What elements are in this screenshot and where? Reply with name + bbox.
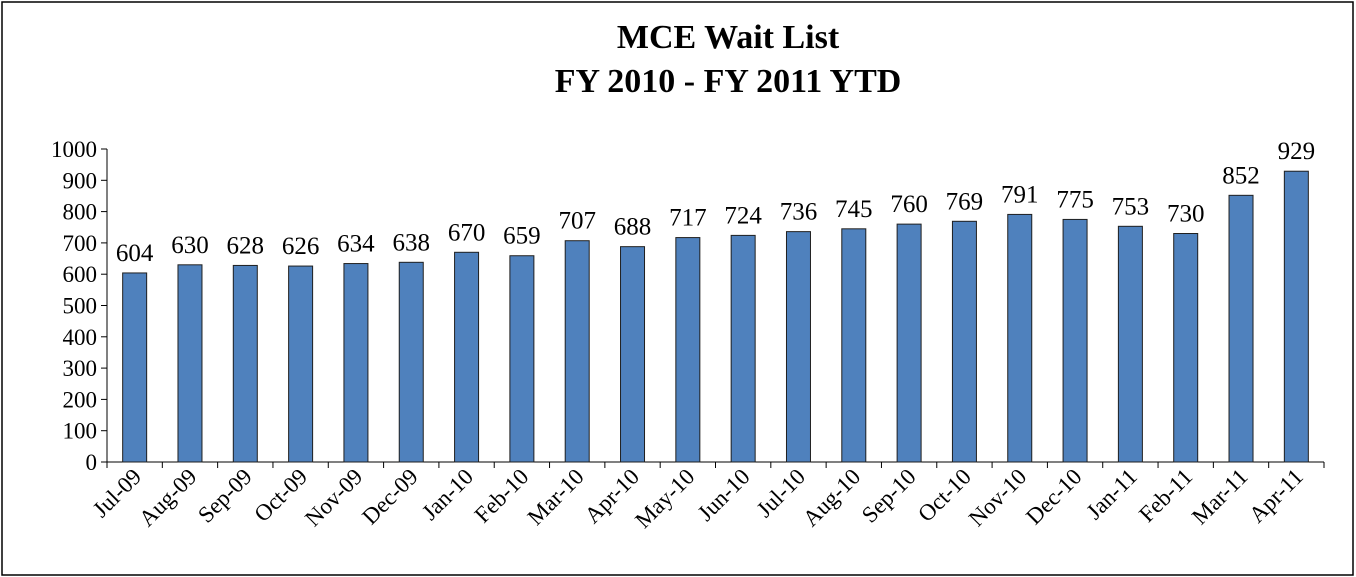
- bar: [785, 231, 811, 463]
- data-label: 659: [503, 223, 541, 250]
- bar: [454, 251, 480, 463]
- data-label: 753: [1112, 193, 1150, 220]
- bar: [951, 220, 977, 463]
- bar: [841, 228, 867, 463]
- bar: [343, 263, 369, 463]
- y-tick-label: 600: [63, 262, 98, 287]
- data-label: 604: [116, 240, 154, 267]
- data-label: 630: [171, 232, 209, 259]
- bar: [1117, 225, 1143, 463]
- bar: [288, 265, 314, 463]
- y-tick-label: 1000: [51, 137, 97, 162]
- data-label: 638: [393, 229, 431, 256]
- y-tick-label: 500: [63, 294, 98, 319]
- bar: [509, 255, 535, 463]
- y-tick-label: 0: [86, 450, 98, 475]
- y-tick-label: 800: [63, 200, 98, 225]
- data-label: 626: [282, 233, 320, 260]
- data-label: 760: [890, 191, 928, 218]
- bar: [1007, 213, 1033, 463]
- y-tick-label: 900: [63, 168, 98, 193]
- bar: [122, 272, 148, 463]
- bar: [1283, 170, 1309, 463]
- bar: [675, 237, 701, 463]
- data-label: 628: [227, 232, 265, 259]
- bar: [398, 261, 424, 463]
- y-tick-label: 300: [63, 356, 98, 381]
- data-label: 634: [337, 231, 375, 258]
- bar: [620, 246, 646, 463]
- data-label: 769: [946, 188, 984, 215]
- data-label: 707: [558, 208, 596, 235]
- data-label: 670: [448, 219, 486, 246]
- y-tick-label: 100: [63, 419, 98, 444]
- y-tick-label: 700: [63, 231, 98, 256]
- bar: [177, 264, 203, 463]
- bar: [564, 240, 590, 463]
- y-tick-label: 200: [63, 387, 98, 412]
- data-label: 852: [1222, 162, 1260, 189]
- data-label: 791: [1001, 181, 1039, 208]
- bar: [1062, 218, 1088, 463]
- data-label: 724: [724, 202, 762, 229]
- chart-title: MCE Wait List: [617, 19, 840, 56]
- y-tick-label: 400: [63, 325, 98, 350]
- data-label: 717: [669, 205, 707, 232]
- data-label: 688: [614, 214, 652, 241]
- bar: [730, 234, 756, 463]
- bar: [896, 223, 922, 463]
- bar: [1228, 194, 1254, 463]
- bar: [1173, 233, 1199, 463]
- data-label: 736: [780, 199, 818, 226]
- bar: [232, 264, 258, 463]
- data-label: 730: [1167, 201, 1205, 228]
- data-label: 745: [835, 196, 873, 223]
- data-label: 775: [1056, 186, 1094, 213]
- chart-subtitle: FY 2010 - FY 2011 YTD: [555, 63, 902, 100]
- data-label: 929: [1278, 138, 1316, 165]
